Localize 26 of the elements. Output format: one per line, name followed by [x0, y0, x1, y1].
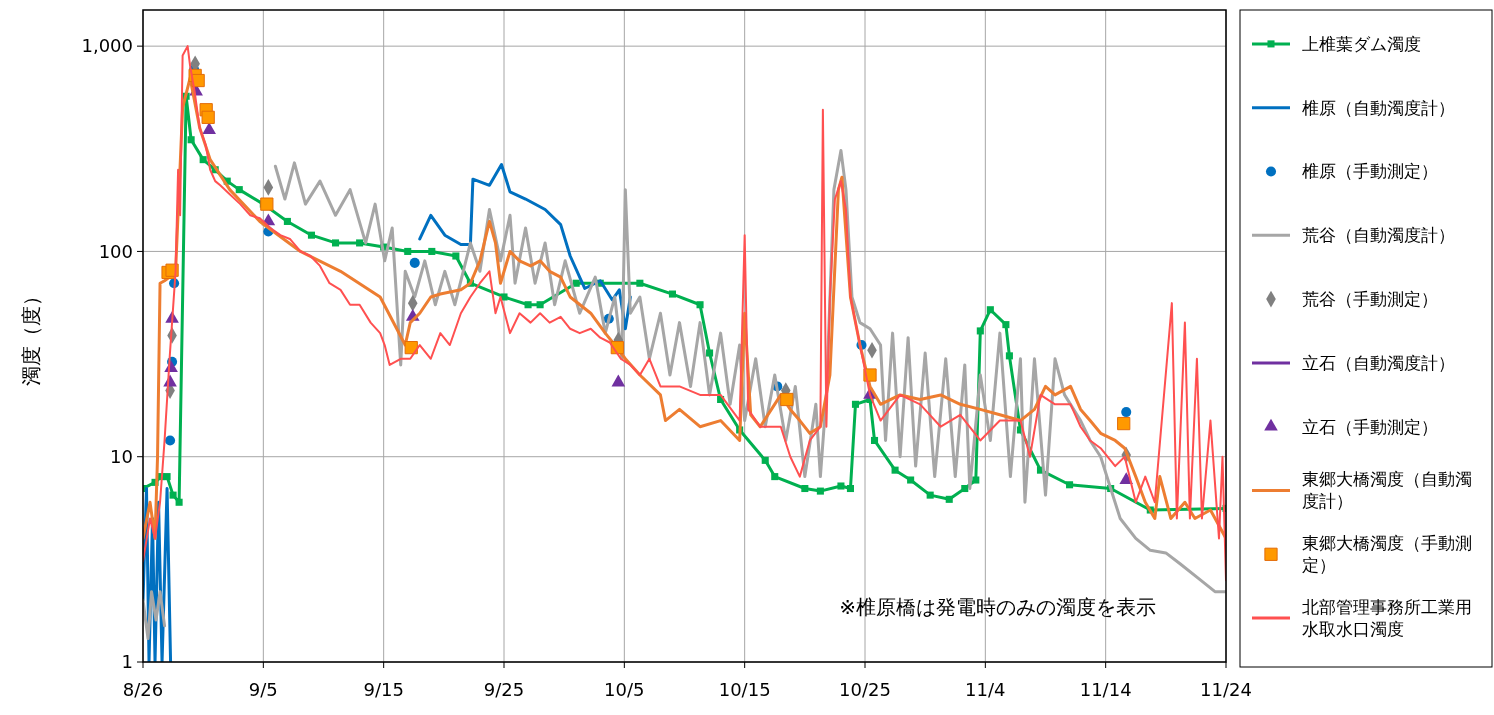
- y-axis-title: 濁度（度）: [19, 286, 43, 386]
- legend-label: 立石（手動測定）: [1302, 416, 1438, 437]
- x-tick-label: 11/24: [1200, 679, 1252, 700]
- x-tick-label: 10/5: [604, 679, 645, 700]
- legend-label: 荒谷（手動測定）: [1302, 289, 1438, 310]
- legend-label: 東郷大橋濁度（手動測定）: [1302, 533, 1472, 576]
- annotation: ※椎原橋は発電時のみの濁度を表示: [839, 595, 1156, 619]
- legend-label: 東郷大橋濁度（自動濁度計）: [1302, 469, 1472, 512]
- x-tick-label: 10/25: [839, 679, 891, 700]
- x-tick-label: 9/5: [248, 679, 278, 700]
- legend-label: 立石（自動濁度計）: [1302, 352, 1455, 373]
- legend-label: 北部管理事務所工業用水取水口濁度: [1302, 597, 1472, 640]
- x-tick-label: 11/14: [1079, 679, 1132, 700]
- x-tick-label: 9/25: [483, 679, 525, 700]
- x-tick-label: 11/4: [965, 679, 1006, 700]
- legend-label: 椎原（自動濁度計）: [1302, 97, 1455, 118]
- y-tick-label: 1,000: [81, 35, 133, 57]
- x-tick-label: 8/26: [122, 679, 164, 700]
- legend-label: 上椎葉ダム濁度: [1302, 33, 1421, 54]
- legend-label: 椎原（手動測定）: [1302, 161, 1438, 182]
- x-tick-label: 9/15: [363, 679, 404, 700]
- y-tick-label: 10: [110, 446, 133, 468]
- x-tick-label: 10/15: [718, 679, 771, 700]
- y-tick-label: 100: [98, 240, 133, 262]
- y-tick-label: 1: [121, 651, 133, 673]
- legend-label: 荒谷（自動濁度計）: [1302, 225, 1455, 246]
